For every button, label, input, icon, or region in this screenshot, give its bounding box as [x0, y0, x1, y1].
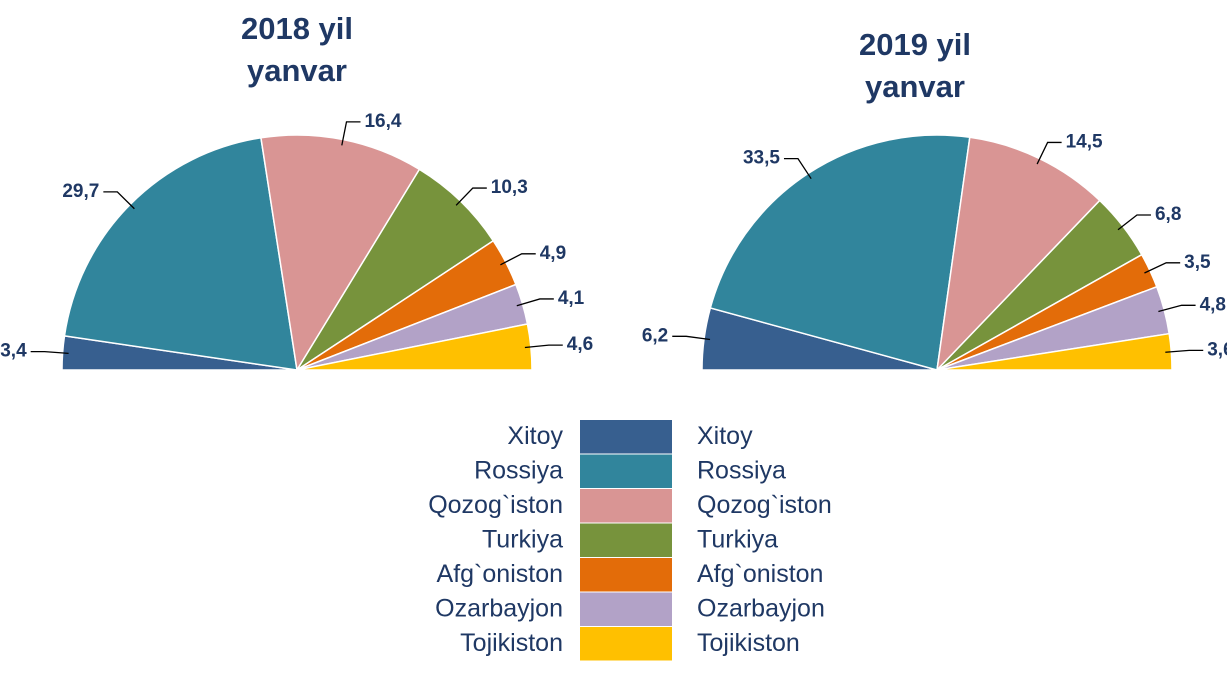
legend-label: Turkiya: [482, 525, 563, 553]
legend-swatch: [580, 420, 672, 454]
leader-line: [783, 157, 812, 180]
leader-line: [1144, 262, 1181, 274]
leader-line: [672, 335, 711, 341]
legend-swatch: [580, 523, 672, 557]
legend-swatch: [580, 489, 672, 523]
data-label: 14,5: [1066, 131, 1103, 152]
leader-line: [1117, 214, 1151, 231]
legend-swatch: [580, 454, 672, 488]
leader-line: [1165, 349, 1204, 353]
legend-label: Afg`oniston: [437, 560, 563, 588]
leader-line: [30, 350, 69, 355]
chart-title: 2019 yil yanvar: [858, 27, 972, 104]
legend-label: Qozog`iston: [697, 491, 832, 519]
legend-swatch: [580, 627, 672, 661]
legend-swatch: [580, 558, 672, 592]
legend-label: Xitoy: [697, 422, 753, 450]
leader-line: [341, 121, 361, 146]
leader-line: [524, 344, 563, 349]
leader-line: [455, 187, 487, 206]
data-label: 4,1: [558, 288, 585, 309]
legend-label: Qozog`iston: [428, 491, 563, 519]
leader-line: [1158, 304, 1196, 313]
legend-label: Ozarbayjon: [697, 594, 825, 622]
slice: [63, 136, 298, 371]
data-label: 4,9: [540, 243, 566, 264]
data-label: 3,6: [1207, 339, 1227, 360]
legend-label: Xitoy: [507, 422, 563, 450]
legend-swatch: [580, 592, 672, 626]
legend-label: Rossiya: [697, 456, 786, 484]
data-label: 29,7: [62, 181, 99, 202]
leader-line: [1036, 141, 1062, 165]
data-label: 6,8: [1155, 204, 1181, 225]
legend-label: Afg`oniston: [697, 560, 823, 588]
leader-line: [500, 253, 536, 266]
data-label: 10,3: [491, 177, 528, 198]
legend-label: Rossiya: [474, 456, 563, 484]
data-label: 3,5: [1184, 252, 1211, 273]
legend-label: Turkiya: [697, 525, 778, 553]
data-label: 3,4: [0, 341, 27, 362]
chart-title: 2018 yil yanvar: [240, 11, 354, 88]
data-label: 6,2: [642, 325, 668, 346]
legend-label: Ozarbayjon: [435, 594, 563, 622]
legend-label: Tojikiston: [697, 629, 800, 657]
data-label: 4,6: [567, 334, 593, 355]
legend-label: Tojikiston: [460, 629, 563, 657]
data-label: 4,8: [1200, 294, 1226, 315]
data-label: 16,4: [364, 111, 401, 132]
leader-line: [516, 298, 554, 307]
data-label: 33,5: [743, 148, 780, 169]
leader-line: [103, 191, 135, 210]
